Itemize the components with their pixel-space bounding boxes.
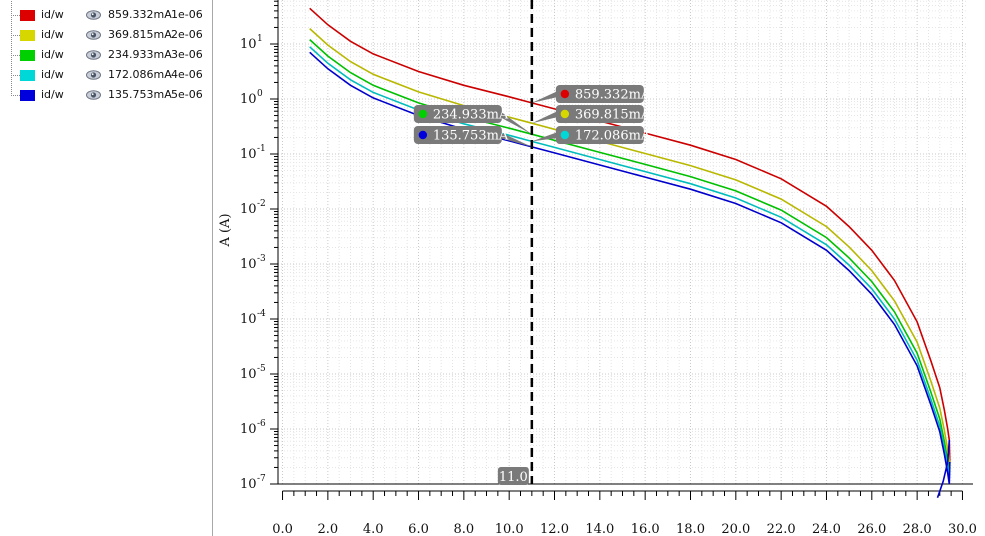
eye-icon[interactable] (86, 10, 101, 20)
legend-param: 5e-06 (171, 88, 203, 101)
series-tail (936, 439, 951, 499)
marker-box (555, 85, 644, 103)
legend-name: id/w (41, 8, 64, 21)
legend-swatch[interactable] (20, 90, 35, 101)
x-tick-label: 16.0 (631, 522, 660, 536)
marker-box (413, 126, 502, 144)
y-tick-label: 10 (240, 312, 257, 327)
legend-panel: id/w 859.332mA 1e-06 id/w 369.815mA 2e-06 id/w… (0, 0, 213, 536)
marker-box (413, 105, 502, 123)
y-tick-label: 10 (240, 37, 257, 52)
legend-item[interactable]: id/w 135.753mA 5e-06 (0, 75, 212, 105)
y-tick-exponent: -5 (257, 364, 266, 374)
y-tick-label: 10 (240, 147, 257, 162)
marker-box (555, 126, 644, 144)
marker-box (555, 105, 644, 123)
x-tick-label: 0.0 (272, 522, 293, 536)
tree-connector (11, 55, 20, 76)
legend-value: 135.753mA (108, 88, 172, 101)
marker-pointer (531, 91, 558, 103)
marker-dot (560, 130, 570, 140)
marker-label: 135.753mA (433, 129, 509, 144)
tree-connector (11, 0, 20, 16)
series-line (309, 28, 951, 463)
marker-label: 234.933mA (433, 108, 509, 123)
y-tick-label: 10 (240, 367, 257, 382)
marker-label: 859.332mA (575, 88, 651, 103)
legend-swatch[interactable] (20, 70, 35, 81)
eye-icon[interactable] (86, 30, 101, 40)
marker-pointer (531, 132, 558, 142)
y-tick-label: 10 (240, 422, 257, 437)
x-tick-label: 8.0 (454, 522, 475, 536)
y-tick-exponent: -1 (257, 144, 266, 154)
legend-param: 2e-06 (171, 28, 203, 41)
marker-dot (418, 109, 428, 119)
legend-item[interactable]: id/w 234.933mA 3e-06 (0, 35, 212, 65)
y-tick-label: 10 (240, 92, 257, 107)
legend-param: 1e-06 (171, 8, 203, 21)
y-axis-label: A (A) (218, 213, 233, 247)
tree-connector (11, 35, 20, 56)
legend-param: 4e-06 (171, 68, 203, 81)
marker-dot (418, 130, 428, 140)
eye-icon[interactable] (86, 90, 101, 100)
x-tick-label: 12.0 (540, 522, 569, 536)
y-tick-exponent: 1 (257, 34, 263, 44)
y-tick-exponent: 0 (257, 89, 263, 99)
legend-name: id/w (41, 48, 64, 61)
x-tick-label: 22.0 (767, 522, 796, 536)
x-tick-label: 14.0 (585, 522, 614, 536)
x-tick-label: 30.0 (948, 522, 977, 536)
y-tick-exponent: -3 (257, 254, 266, 264)
y-tick-label: 10 (240, 477, 257, 492)
marker-pointer (499, 132, 532, 147)
legend-item[interactable]: id/w 172.086mA 4e-06 (0, 55, 212, 85)
cursor-label: 11.0 (499, 470, 528, 485)
marker-dot (560, 89, 570, 99)
x-tick-label: 6.0 (408, 522, 429, 536)
x-tick-label: 26.0 (857, 522, 886, 536)
x-tick-label: 28.0 (903, 522, 932, 536)
legend-value: 369.815mA (108, 28, 172, 41)
legend-swatch[interactable] (20, 30, 35, 41)
legend-name: id/w (41, 88, 64, 101)
tree-connector (11, 75, 20, 96)
y-tick-exponent: -6 (257, 419, 266, 429)
legend-value: 172.086mA (108, 68, 172, 81)
marker-pointer (499, 111, 532, 135)
legend-value: 234.933mA (108, 48, 172, 61)
legend-item[interactable]: id/w 369.815mA 2e-06 (0, 15, 212, 45)
tree-connector (11, 15, 20, 36)
legend-name: id/w (41, 28, 64, 41)
legend-value: 859.332mA (108, 8, 172, 21)
marker-pointer (531, 111, 558, 124)
legend-name: id/w (41, 68, 64, 81)
eye-icon[interactable] (86, 50, 101, 60)
y-tick-exponent: -7 (257, 474, 266, 484)
marker-label: 369.815mA (575, 108, 651, 123)
eye-icon[interactable] (86, 70, 101, 80)
legend-swatch[interactable] (20, 50, 35, 61)
cursor-label-box (497, 467, 529, 485)
grid (278, 0, 967, 485)
y-tick-label: 10 (240, 202, 257, 217)
series-line (309, 39, 951, 472)
x-tick-label: 2.0 (318, 522, 339, 536)
x-tick-label: 4.0 (363, 522, 384, 536)
series-line (309, 7, 951, 463)
legend-param: 3e-06 (171, 48, 203, 61)
y-tick-label: 10 (240, 257, 257, 272)
marker-dot (560, 109, 570, 119)
x-tick-label: 18.0 (676, 522, 705, 536)
x-tick-label: 20.0 (721, 522, 750, 536)
marker-label: 172.086mA (575, 129, 651, 144)
x-tick-label: 10.0 (495, 522, 524, 536)
y-tick-exponent: -4 (257, 309, 266, 319)
x-tick-label: 24.0 (812, 522, 841, 536)
y-tick-exponent: -2 (257, 199, 266, 209)
legend-swatch[interactable] (20, 10, 35, 21)
legend-item[interactable]: id/w 859.332mA 1e-06 (0, 0, 212, 25)
